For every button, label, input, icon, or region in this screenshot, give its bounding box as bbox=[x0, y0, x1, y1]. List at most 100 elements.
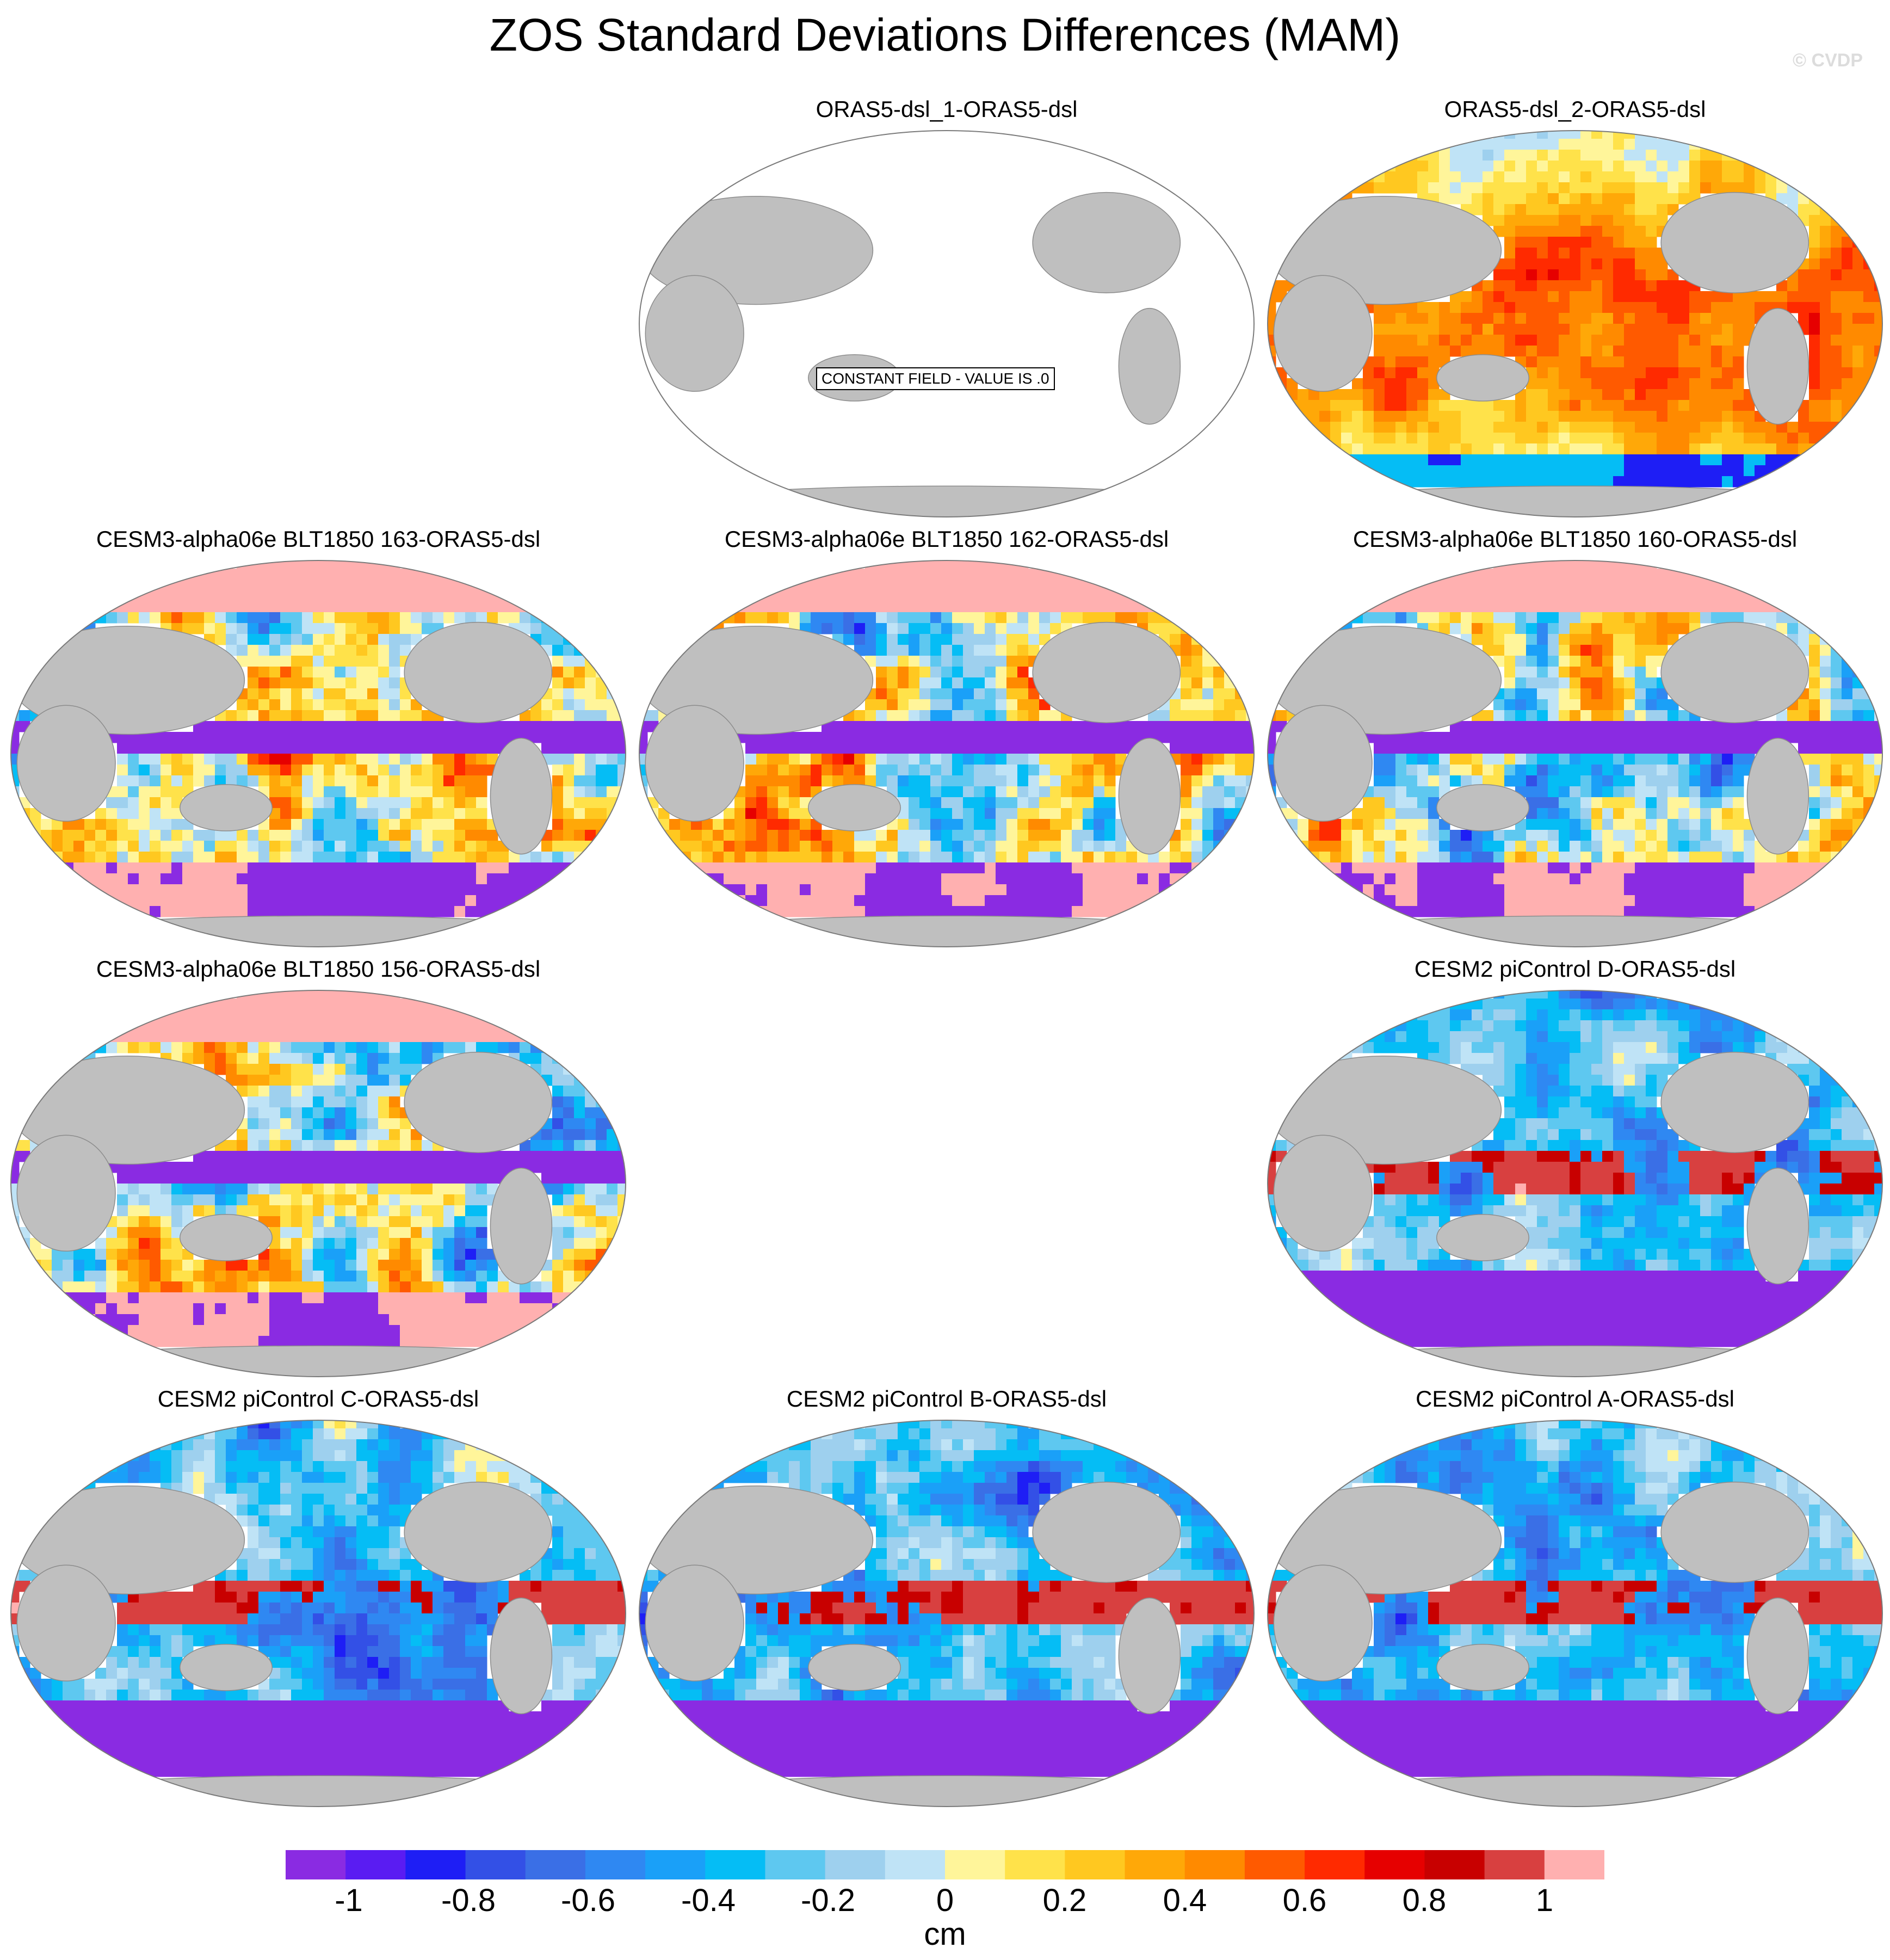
data-cell bbox=[1385, 775, 1396, 787]
data-cell bbox=[1820, 237, 1831, 248]
data-cell bbox=[302, 623, 313, 634]
data-cell bbox=[1094, 601, 1105, 613]
data-cell bbox=[1570, 356, 1581, 368]
data-cell bbox=[1580, 645, 1592, 656]
data-cell bbox=[1017, 677, 1029, 689]
data-cell bbox=[930, 634, 942, 645]
map-outline bbox=[10, 560, 626, 947]
data-cell bbox=[1104, 732, 1116, 743]
data-cell bbox=[1874, 732, 1882, 743]
data-cell bbox=[1072, 819, 1083, 830]
data-cell bbox=[1624, 443, 1635, 455]
data-cell bbox=[1395, 182, 1407, 194]
data-cell bbox=[356, 990, 368, 999]
data-cell bbox=[887, 906, 898, 917]
data-cell bbox=[1374, 356, 1385, 368]
data-cell bbox=[1613, 569, 1625, 580]
data-cell bbox=[1755, 852, 1766, 863]
data-cell bbox=[1450, 895, 1461, 907]
data-cell bbox=[433, 590, 444, 602]
data-cell bbox=[952, 775, 963, 787]
data-cell bbox=[822, 862, 833, 874]
data-cell bbox=[1050, 743, 1061, 754]
data-cell bbox=[1700, 612, 1712, 624]
data-cell bbox=[1548, 623, 1559, 634]
data-cell bbox=[11, 732, 20, 743]
data-cell bbox=[1689, 721, 1701, 732]
data-cell bbox=[302, 1009, 313, 1021]
data-cell bbox=[389, 873, 400, 885]
data-cell bbox=[1700, 873, 1712, 885]
data-cell bbox=[1646, 335, 1657, 346]
data-cell bbox=[1450, 623, 1461, 634]
data-cell bbox=[1395, 433, 1407, 444]
data-cell bbox=[1395, 852, 1407, 863]
data-cell bbox=[226, 1020, 237, 1032]
data-cell bbox=[800, 841, 811, 852]
data-cell bbox=[756, 765, 768, 776]
data-cell bbox=[1483, 580, 1494, 591]
data-cell bbox=[1776, 873, 1788, 885]
data-cell bbox=[1363, 830, 1374, 841]
data-cell bbox=[1667, 324, 1679, 335]
data-cell bbox=[1852, 765, 1864, 776]
data-cell bbox=[1711, 346, 1722, 357]
data-cell bbox=[974, 612, 985, 624]
data-cell bbox=[313, 1042, 324, 1053]
data-cell bbox=[1733, 797, 1744, 809]
data-cell bbox=[1006, 775, 1018, 787]
data-cell bbox=[930, 645, 942, 656]
land-mass bbox=[180, 784, 273, 831]
data-cell bbox=[607, 732, 618, 743]
data-cell bbox=[607, 786, 618, 798]
data-cell bbox=[996, 754, 1007, 765]
data-cell bbox=[269, 990, 281, 999]
data-cell bbox=[1352, 433, 1363, 444]
data-cell bbox=[963, 560, 974, 569]
data-cell bbox=[985, 873, 996, 885]
data-cell bbox=[1831, 248, 1842, 259]
data-cell bbox=[1461, 754, 1472, 765]
data-cell bbox=[1852, 302, 1864, 313]
data-cell bbox=[1504, 721, 1516, 732]
data-cell bbox=[756, 841, 768, 852]
data-cell bbox=[1515, 841, 1527, 852]
data-cell bbox=[150, 830, 161, 841]
data-cell bbox=[1017, 862, 1029, 874]
data-cell bbox=[1820, 269, 1831, 281]
data-cell bbox=[335, 906, 346, 917]
data-cell bbox=[1017, 830, 1029, 841]
data-cell bbox=[1450, 601, 1461, 613]
data-cell bbox=[1820, 677, 1831, 689]
data-cell bbox=[1537, 171, 1548, 183]
data-cell bbox=[367, 580, 379, 591]
data-cell bbox=[324, 775, 335, 787]
data-cell bbox=[465, 873, 477, 885]
data-cell bbox=[941, 862, 953, 874]
data-cell bbox=[1646, 237, 1657, 248]
data-cell bbox=[1537, 754, 1548, 765]
data-cell bbox=[941, 895, 953, 907]
data-cell bbox=[1722, 754, 1733, 765]
data-cell bbox=[280, 884, 292, 896]
data-cell bbox=[1504, 634, 1516, 645]
data-cell bbox=[1591, 269, 1603, 281]
data-cell bbox=[909, 560, 920, 569]
data-cell bbox=[1602, 171, 1614, 183]
data-cell bbox=[1395, 335, 1407, 346]
data-cell bbox=[400, 765, 411, 776]
data-cell bbox=[952, 754, 963, 765]
data-cell bbox=[1039, 841, 1051, 852]
data-cell bbox=[84, 830, 96, 841]
data-cell bbox=[1559, 454, 1570, 466]
data-cell bbox=[1548, 743, 1559, 754]
data-cell bbox=[433, 797, 444, 809]
data-cell bbox=[1722, 335, 1733, 346]
data-cell bbox=[313, 721, 324, 732]
data-cell bbox=[1461, 623, 1472, 634]
data-cell bbox=[1591, 808, 1603, 819]
data-cell bbox=[215, 906, 226, 917]
data-cell bbox=[1667, 721, 1679, 732]
data-cell bbox=[1689, 335, 1701, 346]
data-cell bbox=[465, 852, 477, 863]
